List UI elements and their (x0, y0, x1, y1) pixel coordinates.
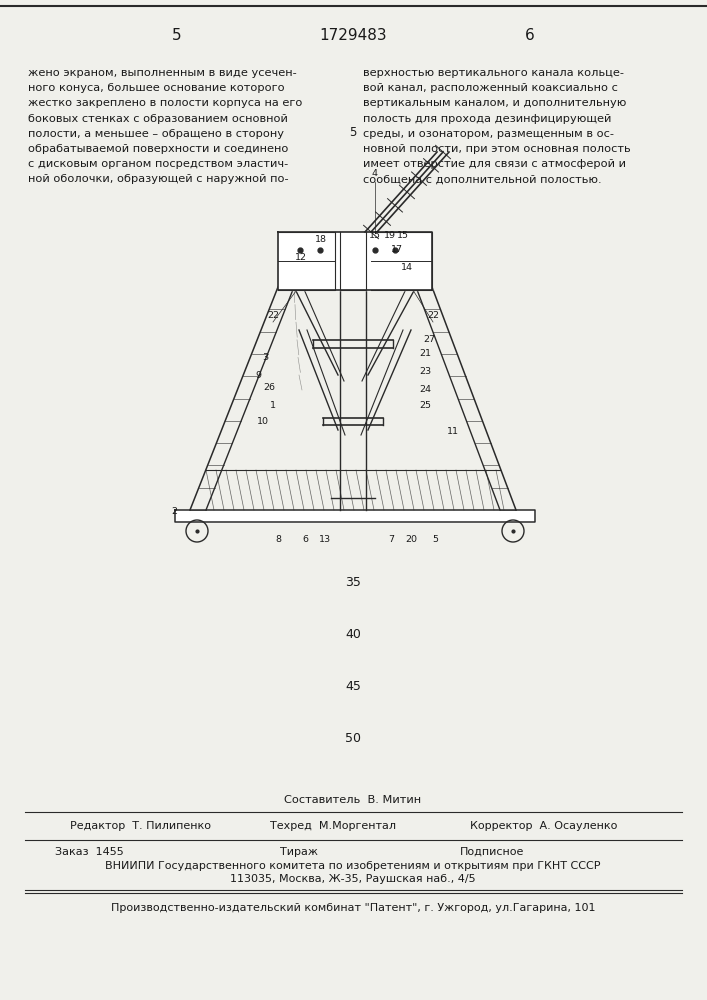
Text: 11: 11 (447, 428, 459, 436)
Text: 9: 9 (255, 371, 261, 380)
Text: 13: 13 (319, 536, 331, 544)
Text: боковых стенках с образованием основной: боковых стенках с образованием основной (28, 114, 288, 124)
Text: Техред  М.Моргентал: Техред М.Моргентал (270, 821, 396, 831)
Text: 5: 5 (173, 27, 182, 42)
Text: 6: 6 (302, 536, 308, 544)
Text: 1729483: 1729483 (319, 27, 387, 42)
Text: 7: 7 (388, 536, 394, 544)
Text: полость для прохода дезинфицирующей: полость для прохода дезинфицирующей (363, 114, 612, 124)
Text: обрабатываемой поверхности и соединено: обрабатываемой поверхности и соединено (28, 144, 288, 154)
Text: 12: 12 (295, 252, 307, 261)
Text: имеет отверстие для связи с атмосферой и: имеет отверстие для связи с атмосферой и (363, 159, 626, 169)
Text: 2: 2 (171, 508, 177, 516)
Text: с дисковым органом посредством эластич-: с дисковым органом посредством эластич- (28, 159, 288, 169)
Text: сообщена с дополнительной полостью.: сообщена с дополнительной полостью. (363, 174, 602, 184)
Text: 26: 26 (263, 383, 275, 392)
Text: 20: 20 (405, 536, 417, 544)
Text: 15: 15 (369, 232, 381, 240)
Text: 15: 15 (397, 232, 409, 240)
Text: Производственно-издательский комбинат "Патент", г. Ужгород, ул.Гагарина, 101: Производственно-издательский комбинат "П… (111, 903, 595, 913)
Text: 24: 24 (419, 385, 431, 394)
Text: 18: 18 (315, 235, 327, 244)
Text: Корректор  А. Осауленко: Корректор А. Осауленко (470, 821, 617, 831)
Text: 35: 35 (345, 576, 361, 588)
Text: верхностью вертикального канала кольце-: верхностью вертикального канала кольце- (363, 68, 624, 78)
Text: ной оболочки, образующей с наружной по-: ной оболочки, образующей с наружной по- (28, 174, 288, 184)
Text: 113035, Москва, Ж-35, Раушская наб., 4/5: 113035, Москва, Ж-35, Раушская наб., 4/5 (230, 874, 476, 884)
Text: 19: 19 (384, 232, 396, 240)
Text: 5: 5 (432, 536, 438, 544)
Text: 6: 6 (525, 27, 535, 42)
Text: 22: 22 (427, 312, 439, 320)
Text: Редактор  Т. Пилипенко: Редактор Т. Пилипенко (70, 821, 211, 831)
Text: 23: 23 (419, 367, 431, 376)
Text: 5: 5 (349, 126, 357, 139)
Text: 25: 25 (419, 401, 431, 410)
Text: среды, и озонатором, размещенным в ос-: среды, и озонатором, размещенным в ос- (363, 129, 614, 139)
Text: вой канал, расположенный коаксиально с: вой канал, расположенный коаксиально с (363, 83, 618, 93)
Text: 14: 14 (401, 262, 413, 271)
Text: вертикальным каналом, и дополнительную: вертикальным каналом, и дополнительную (363, 98, 626, 108)
Text: полости, а меньшее – обращено в сторону: полости, а меньшее – обращено в сторону (28, 129, 284, 139)
Text: ВНИИПИ Государственного комитета по изобретениям и открытиям при ГКНТ СССР: ВНИИПИ Государственного комитета по изоб… (105, 861, 601, 871)
Text: 17: 17 (391, 245, 403, 254)
Text: 3: 3 (262, 354, 268, 362)
Text: ного конуса, большее основание которого: ного конуса, большее основание которого (28, 83, 285, 93)
Text: 21: 21 (419, 350, 431, 359)
Text: 4: 4 (372, 169, 378, 178)
Text: Подписное: Подписное (460, 847, 525, 857)
Text: новной полости, при этом основная полость: новной полости, при этом основная полост… (363, 144, 631, 154)
Text: Составитель  В. Митин: Составитель В. Митин (284, 795, 421, 805)
Text: Тираж: Тираж (280, 847, 318, 857)
Text: 10: 10 (257, 418, 269, 426)
Text: 40: 40 (345, 628, 361, 641)
Text: 22: 22 (267, 312, 279, 320)
Text: 1: 1 (270, 400, 276, 410)
Text: 50: 50 (345, 732, 361, 744)
Text: Заказ  1455: Заказ 1455 (55, 847, 124, 857)
Text: жестко закреплено в полости корпуса на его: жестко закреплено в полости корпуса на е… (28, 98, 303, 108)
Text: 45: 45 (345, 680, 361, 692)
Text: 8: 8 (275, 536, 281, 544)
Text: жено экраном, выполненным в виде усечен-: жено экраном, выполненным в виде усечен- (28, 68, 297, 78)
Text: 27: 27 (423, 336, 435, 344)
